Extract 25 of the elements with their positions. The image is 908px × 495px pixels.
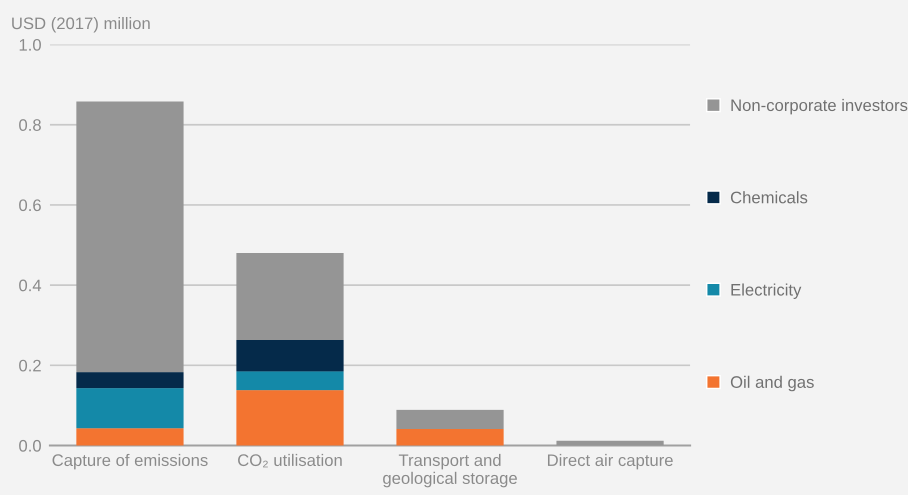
bar [236,390,344,446]
y-tick-label: 0.2 [19,360,41,372]
bar [76,388,184,428]
bar [76,372,184,388]
y-tick-label: 0.6 [19,199,41,212]
legend-label: Electricity [731,283,802,299]
bar [76,101,184,372]
x-tick-label: Transport and geological storage [383,454,517,488]
y-tick-label: 1.0 [20,38,41,51]
bar [236,253,344,340]
legend-label: Oil and gas [730,376,814,392]
bar [76,428,184,446]
legend-label: Chemicals [730,191,808,204]
x-tick-label: Direct air capture [548,454,673,470]
y-tick-label: 0.0 [19,440,41,452]
y-axis-title: USD (2017) million [12,16,150,33]
bar [236,371,344,390]
bar [396,410,504,430]
legend-label: Non-corporate investors [731,98,908,114]
x-tick-label: CO₂ utilisation [238,454,342,468]
y-tick-label: 0.8 [19,119,41,131]
x-tick-label: Capture of emissions [52,454,208,470]
bar [396,429,504,446]
bar [236,340,344,372]
y-tick-label: 0.4 [19,280,42,292]
